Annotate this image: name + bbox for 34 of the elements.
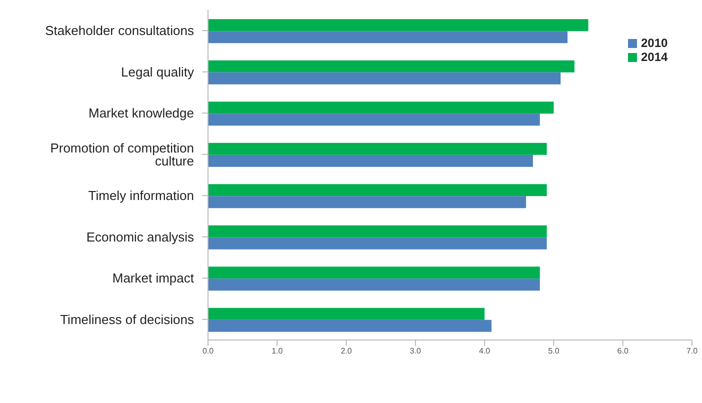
bar <box>208 225 547 238</box>
bar <box>208 196 526 208</box>
y-tick-label: Legal quality <box>121 64 194 80</box>
x-tick-label: 6.0 <box>617 346 629 356</box>
bar <box>208 19 588 32</box>
legend-label: 2010 <box>641 36 668 50</box>
x-tick-label: 3.0 <box>410 346 422 356</box>
bar <box>208 60 574 72</box>
bar <box>208 72 561 84</box>
bar <box>208 237 547 250</box>
x-tick-label: 0.0 <box>202 346 214 356</box>
bar <box>208 308 485 320</box>
y-tick-label: Promotion of competition culture <box>50 140 194 168</box>
bar <box>208 266 540 279</box>
y-tick-label: Timely information <box>88 188 194 204</box>
bar <box>208 184 547 196</box>
x-tick-label: 5.0 <box>548 346 560 356</box>
bar <box>208 102 554 114</box>
y-tick-label: Market impact <box>112 270 194 286</box>
y-tick-label: Timeliness of decisions <box>60 312 194 327</box>
bar <box>208 320 492 332</box>
x-tick-label: 7.0 <box>686 346 698 356</box>
bar <box>208 142 547 155</box>
bar <box>208 154 533 167</box>
x-tick-label: 2.0 <box>340 346 352 356</box>
y-tick-label: Market knowledge <box>88 106 194 121</box>
legend-label: 2014 <box>641 50 668 64</box>
bar <box>208 278 540 291</box>
x-tick-label: 1.0 <box>272 346 284 356</box>
y-tick-label: Economic analysis <box>86 229 194 244</box>
y-tick-label: Stakeholder consultations <box>45 23 194 38</box>
bar <box>208 114 540 126</box>
x-tick-label: 4.0 <box>479 346 491 356</box>
bar <box>208 31 568 44</box>
